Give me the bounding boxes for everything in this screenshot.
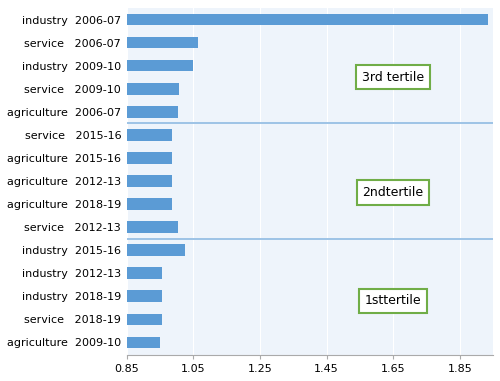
Bar: [127, 123, 493, 239]
Bar: [127, 198, 172, 210]
Text: 1sttertile: 1sttertile: [365, 295, 422, 307]
Text: 2ndtertile: 2ndtertile: [362, 186, 424, 199]
Bar: [127, 244, 185, 256]
Bar: [127, 267, 162, 279]
Bar: [127, 8, 493, 123]
Bar: [127, 152, 172, 164]
Bar: [127, 221, 178, 233]
Bar: [127, 129, 172, 141]
Bar: [127, 314, 162, 325]
Bar: [127, 83, 180, 94]
Bar: [127, 239, 493, 355]
Bar: [127, 106, 178, 118]
Bar: [127, 60, 194, 72]
Bar: [127, 290, 162, 302]
Bar: [127, 175, 172, 187]
Bar: [127, 14, 488, 26]
Bar: [127, 37, 198, 48]
Bar: [127, 336, 160, 348]
Text: 3rd tertile: 3rd tertile: [362, 71, 424, 84]
